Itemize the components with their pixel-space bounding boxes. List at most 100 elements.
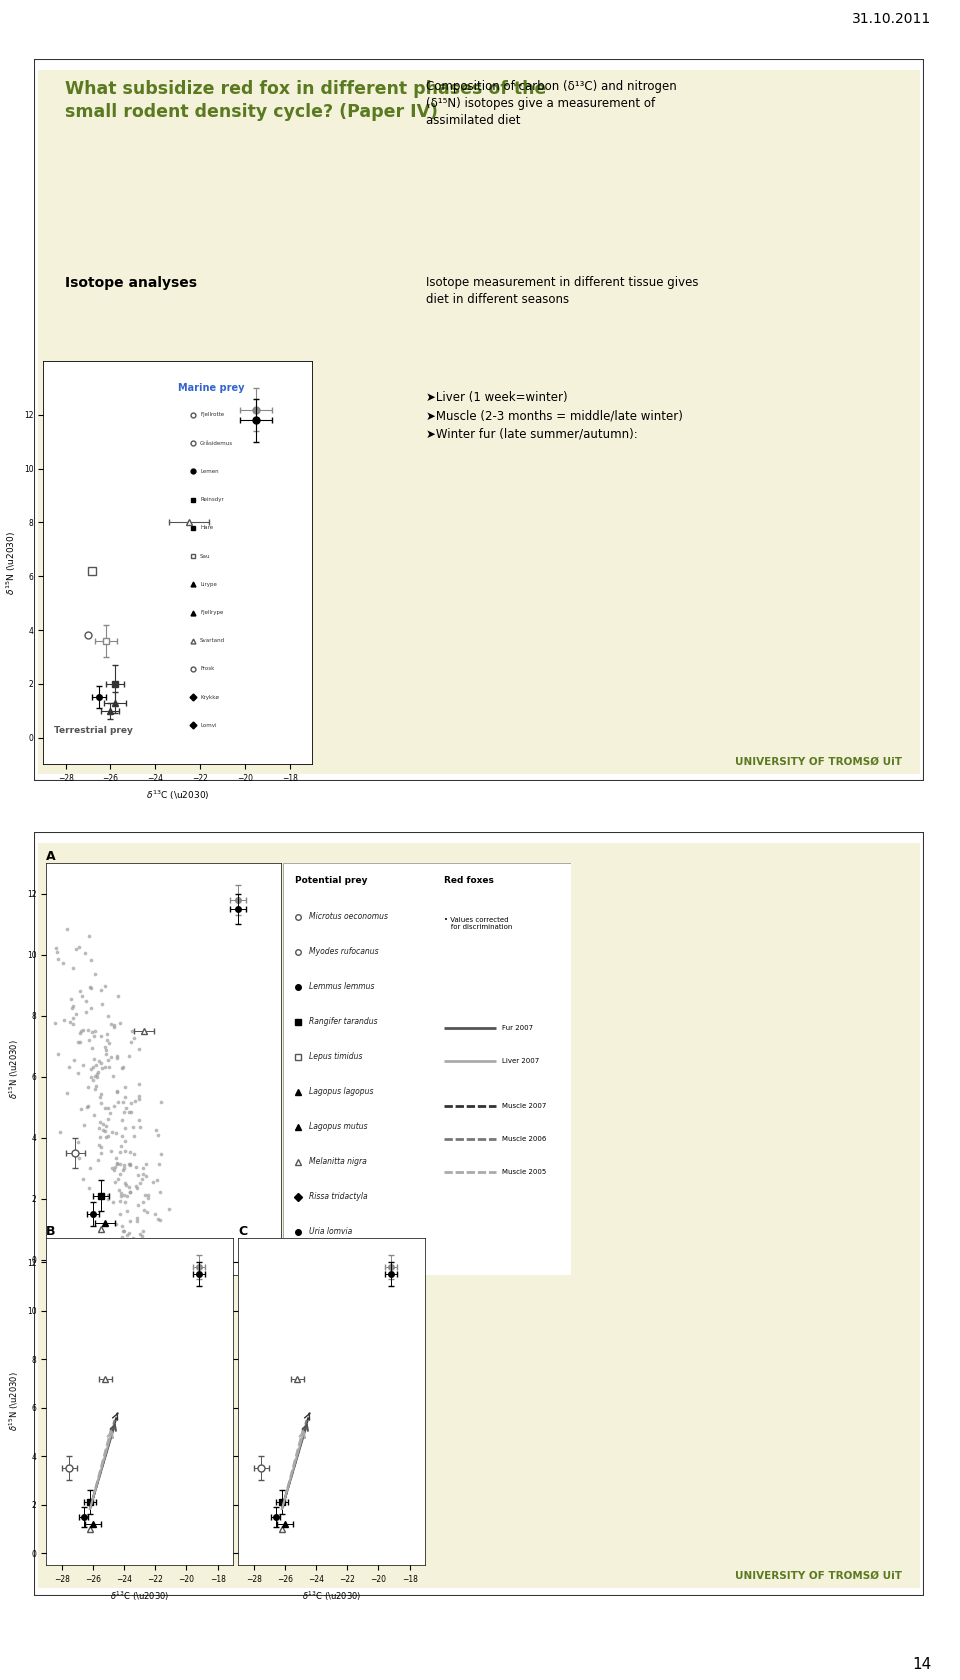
Point bbox=[73, 1028, 88, 1055]
Point bbox=[101, 1003, 116, 1030]
Point bbox=[117, 1074, 132, 1100]
Point bbox=[116, 1154, 132, 1181]
Point bbox=[109, 1149, 125, 1176]
Point bbox=[63, 986, 79, 1013]
Text: What subsidize red fox in different phases of the
small rodent density cycle? (P: What subsidize red fox in different phas… bbox=[64, 81, 546, 121]
Point bbox=[83, 1154, 98, 1181]
Point bbox=[93, 1089, 108, 1116]
Point bbox=[98, 1094, 113, 1121]
Point bbox=[134, 1166, 150, 1193]
Point bbox=[86, 1047, 102, 1074]
Point bbox=[79, 1000, 94, 1026]
Point bbox=[138, 1151, 154, 1178]
Point bbox=[82, 1174, 97, 1201]
Point bbox=[115, 1089, 131, 1116]
Point bbox=[112, 1139, 128, 1166]
Point bbox=[88, 1052, 104, 1079]
Point bbox=[126, 1225, 141, 1252]
Point bbox=[105, 1119, 120, 1146]
Point bbox=[93, 1023, 108, 1050]
Point bbox=[57, 1006, 72, 1033]
Point bbox=[121, 1042, 136, 1068]
Point bbox=[117, 1137, 132, 1164]
Text: Lemmus lemmus: Lemmus lemmus bbox=[309, 983, 374, 991]
Point bbox=[51, 946, 66, 973]
Point bbox=[98, 1040, 113, 1067]
Point bbox=[136, 1196, 152, 1223]
Text: Fjellrype: Fjellrype bbox=[200, 610, 224, 615]
Point bbox=[93, 1080, 108, 1107]
Point bbox=[130, 1205, 145, 1231]
Point bbox=[81, 1016, 96, 1043]
Point bbox=[122, 1178, 137, 1205]
Point bbox=[101, 1181, 116, 1208]
Point bbox=[122, 1151, 137, 1178]
Point bbox=[60, 916, 75, 942]
Point bbox=[87, 1016, 103, 1043]
Point bbox=[126, 1025, 141, 1052]
Point bbox=[106, 1094, 121, 1121]
Point bbox=[132, 1221, 148, 1248]
Point bbox=[133, 1223, 149, 1250]
Point bbox=[126, 1141, 141, 1168]
Text: Lagopus lagopus: Lagopus lagopus bbox=[309, 1087, 373, 1097]
Point bbox=[71, 1144, 86, 1171]
Point bbox=[49, 934, 64, 961]
Point bbox=[93, 1134, 108, 1161]
Point bbox=[116, 1218, 132, 1245]
Point bbox=[100, 1186, 115, 1213]
Point bbox=[145, 1169, 160, 1196]
Y-axis label: $\delta^{15}$N (\u2030): $\delta^{15}$N (\u2030) bbox=[5, 531, 18, 595]
Point bbox=[128, 1154, 143, 1181]
Y-axis label: $\delta^{15}$N (\u2030): $\delta^{15}$N (\u2030) bbox=[8, 1040, 21, 1099]
Point bbox=[103, 1043, 118, 1070]
Y-axis label: $\delta^{15}$N (\u2030): $\delta^{15}$N (\u2030) bbox=[8, 1373, 21, 1431]
Point bbox=[84, 1063, 99, 1090]
Point bbox=[121, 1151, 136, 1178]
Point bbox=[97, 1117, 112, 1144]
Text: ➤Liver (1 week=winter)
➤Muscle (2-3 months = middle/late winter)
➤Winter fur (la: ➤Liver (1 week=winter) ➤Muscle (2-3 mont… bbox=[425, 391, 683, 440]
Point bbox=[140, 1184, 156, 1211]
Text: Marine prey: Marine prey bbox=[178, 383, 245, 393]
Text: Muscle 2006: Muscle 2006 bbox=[502, 1136, 546, 1142]
Point bbox=[107, 1013, 122, 1040]
Point bbox=[103, 1099, 118, 1126]
Point bbox=[93, 976, 108, 1003]
Point bbox=[66, 954, 82, 981]
Point bbox=[109, 1077, 125, 1104]
Text: Fjellrotte: Fjellrotte bbox=[200, 413, 224, 417]
Point bbox=[101, 1095, 116, 1122]
Point bbox=[127, 1122, 142, 1149]
Point bbox=[123, 1099, 138, 1126]
Point bbox=[108, 1144, 124, 1171]
Point bbox=[112, 1161, 128, 1188]
Point bbox=[72, 1020, 87, 1047]
Point bbox=[132, 1240, 147, 1267]
Point bbox=[109, 1043, 125, 1070]
Point bbox=[84, 1055, 99, 1082]
Point bbox=[131, 1107, 146, 1134]
Text: Krykkø: Krykkø bbox=[200, 696, 219, 699]
Text: Red foxes: Red foxes bbox=[444, 875, 494, 885]
Point bbox=[162, 1240, 178, 1267]
Point bbox=[108, 1152, 123, 1179]
Point bbox=[107, 1011, 122, 1038]
Point bbox=[119, 1183, 134, 1210]
Point bbox=[62, 1008, 78, 1035]
Point bbox=[84, 1053, 100, 1080]
Point bbox=[85, 1067, 101, 1094]
Text: Rangifer tarandus: Rangifer tarandus bbox=[309, 1018, 377, 1026]
Point bbox=[87, 961, 103, 988]
Point bbox=[124, 1028, 139, 1055]
Text: A: A bbox=[46, 850, 56, 864]
Point bbox=[89, 1060, 105, 1087]
Point bbox=[55, 949, 70, 976]
Point bbox=[112, 1201, 128, 1228]
Point bbox=[60, 1079, 75, 1105]
Point bbox=[108, 1121, 124, 1147]
Point bbox=[99, 1112, 114, 1139]
Point bbox=[132, 1114, 148, 1141]
Text: • Values corrected
   for discrimination: • Values corrected for discrimination bbox=[444, 917, 513, 929]
Point bbox=[93, 1050, 108, 1077]
Point bbox=[122, 1179, 137, 1206]
